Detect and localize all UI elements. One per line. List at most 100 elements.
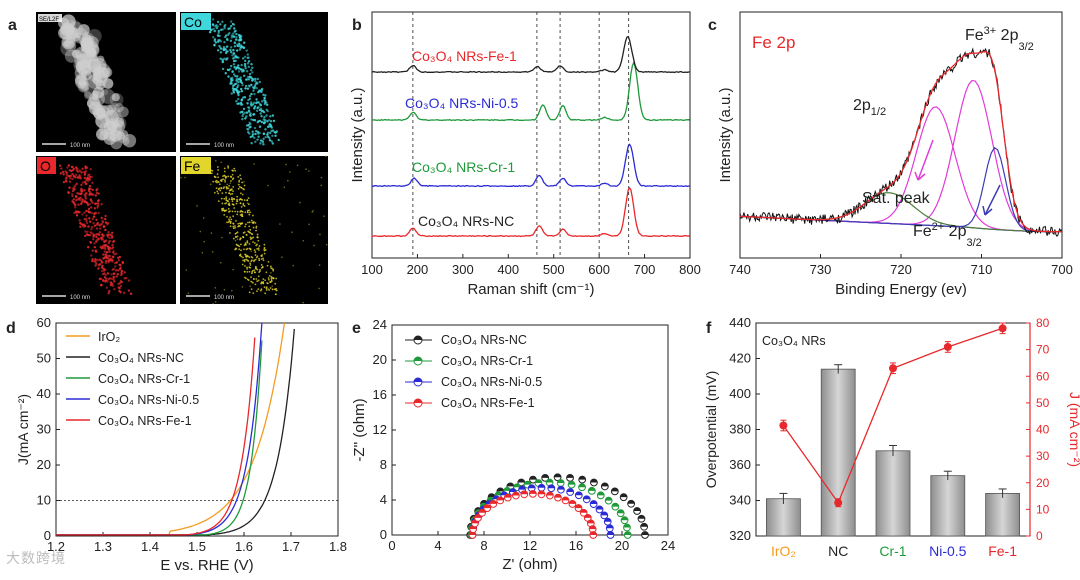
legend-label: IrO₂	[98, 330, 120, 344]
element-dot	[239, 111, 242, 114]
element-dot	[232, 222, 235, 225]
element-dot	[239, 222, 242, 224]
particle-mark	[93, 107, 106, 120]
element-dot	[263, 97, 266, 100]
element-dot	[211, 18, 215, 21]
element-dot	[274, 282, 277, 285]
element-dot	[228, 184, 231, 187]
element-dot	[283, 186, 286, 188]
element-dot	[219, 28, 223, 31]
x-axis-label: E vs. RHE (V)	[160, 557, 253, 574]
element-dot	[104, 217, 107, 221]
element-dot	[223, 40, 226, 44]
element-dot	[249, 75, 253, 79]
element-dot	[249, 112, 252, 115]
element-dot	[111, 284, 115, 288]
element-dot	[224, 23, 227, 27]
element-dot	[246, 266, 248, 269]
element-dot	[236, 198, 238, 201]
element-dot	[240, 63, 243, 67]
particle-mark	[73, 61, 81, 69]
element-dot	[241, 57, 245, 60]
element-dot	[247, 60, 251, 63]
element-dot	[99, 277, 103, 280]
element-dot	[243, 62, 247, 66]
nyquist-point-fill	[583, 495, 591, 500]
element-dot	[103, 245, 106, 249]
element-dot	[118, 286, 121, 290]
element-dot	[85, 191, 88, 195]
element-dot	[225, 197, 228, 200]
element-dot	[264, 135, 267, 139]
raman-series-line	[371, 143, 690, 188]
element-dot	[85, 219, 88, 223]
element-dot	[251, 270, 254, 272]
element-dot	[231, 198, 233, 201]
element-dot	[247, 65, 251, 69]
element-dot	[104, 253, 108, 256]
element-dot	[72, 198, 75, 201]
element-dot	[235, 55, 238, 59]
overpotential-bar	[930, 475, 966, 537]
element-dot	[229, 222, 232, 225]
element-dot	[89, 241, 93, 244]
element-dot	[230, 34, 234, 37]
element-dot	[221, 58, 224, 62]
element-dot	[245, 233, 248, 236]
element-dot	[247, 78, 251, 81]
element-dot	[91, 259, 94, 263]
y2-tick-label: 50	[1036, 396, 1050, 410]
element-dot	[100, 266, 104, 269]
element-dot	[253, 119, 257, 122]
element-dot	[234, 232, 237, 235]
element-dot	[236, 195, 239, 198]
annotation-arrow	[984, 208, 993, 216]
element-dot	[231, 210, 234, 213]
y-tick-label: 380	[729, 422, 751, 437]
element-dot	[231, 178, 234, 181]
element-dot	[214, 287, 217, 289]
legend-marker-fill	[414, 357, 422, 361]
element-dot	[245, 248, 248, 251]
element-dot	[302, 301, 305, 304]
element-dot	[231, 76, 234, 80]
element-dot	[104, 214, 107, 218]
element-dot	[238, 248, 241, 251]
element-dot	[233, 167, 236, 170]
element-dot	[241, 83, 244, 87]
x-tick-label: 1.7	[282, 539, 300, 554]
element-dot	[244, 59, 247, 63]
element-dot	[227, 166, 230, 169]
element-dot	[76, 192, 79, 195]
element-dot	[97, 237, 100, 240]
element-dot	[257, 275, 260, 278]
annotation-part: 2p	[996, 27, 1018, 44]
element-dot	[101, 219, 104, 222]
element-dot	[95, 262, 98, 265]
element-dot	[251, 133, 255, 136]
element-dot	[240, 198, 242, 201]
element-dot	[85, 221, 89, 225]
nyquist-point-fill	[641, 531, 649, 535]
element-dot	[250, 250, 252, 252]
overpotential-bar	[766, 498, 801, 537]
y-tick-label: 60	[37, 315, 51, 330]
element-dot	[250, 83, 253, 87]
element-dot	[107, 277, 110, 281]
element-dot	[260, 281, 263, 284]
element-dot	[202, 217, 205, 219]
element-dot	[249, 262, 252, 265]
element-dot	[236, 238, 239, 240]
element-dot	[239, 174, 242, 177]
element-dot	[274, 134, 277, 137]
element-dot	[123, 271, 126, 274]
element-dot	[232, 225, 235, 228]
element-dot	[111, 243, 114, 247]
element-dot	[216, 190, 219, 193]
current-density-point	[998, 324, 1007, 333]
element-dot	[253, 107, 256, 110]
element-dot	[78, 221, 82, 225]
image-header-box	[38, 14, 62, 22]
element-dot	[222, 46, 226, 49]
